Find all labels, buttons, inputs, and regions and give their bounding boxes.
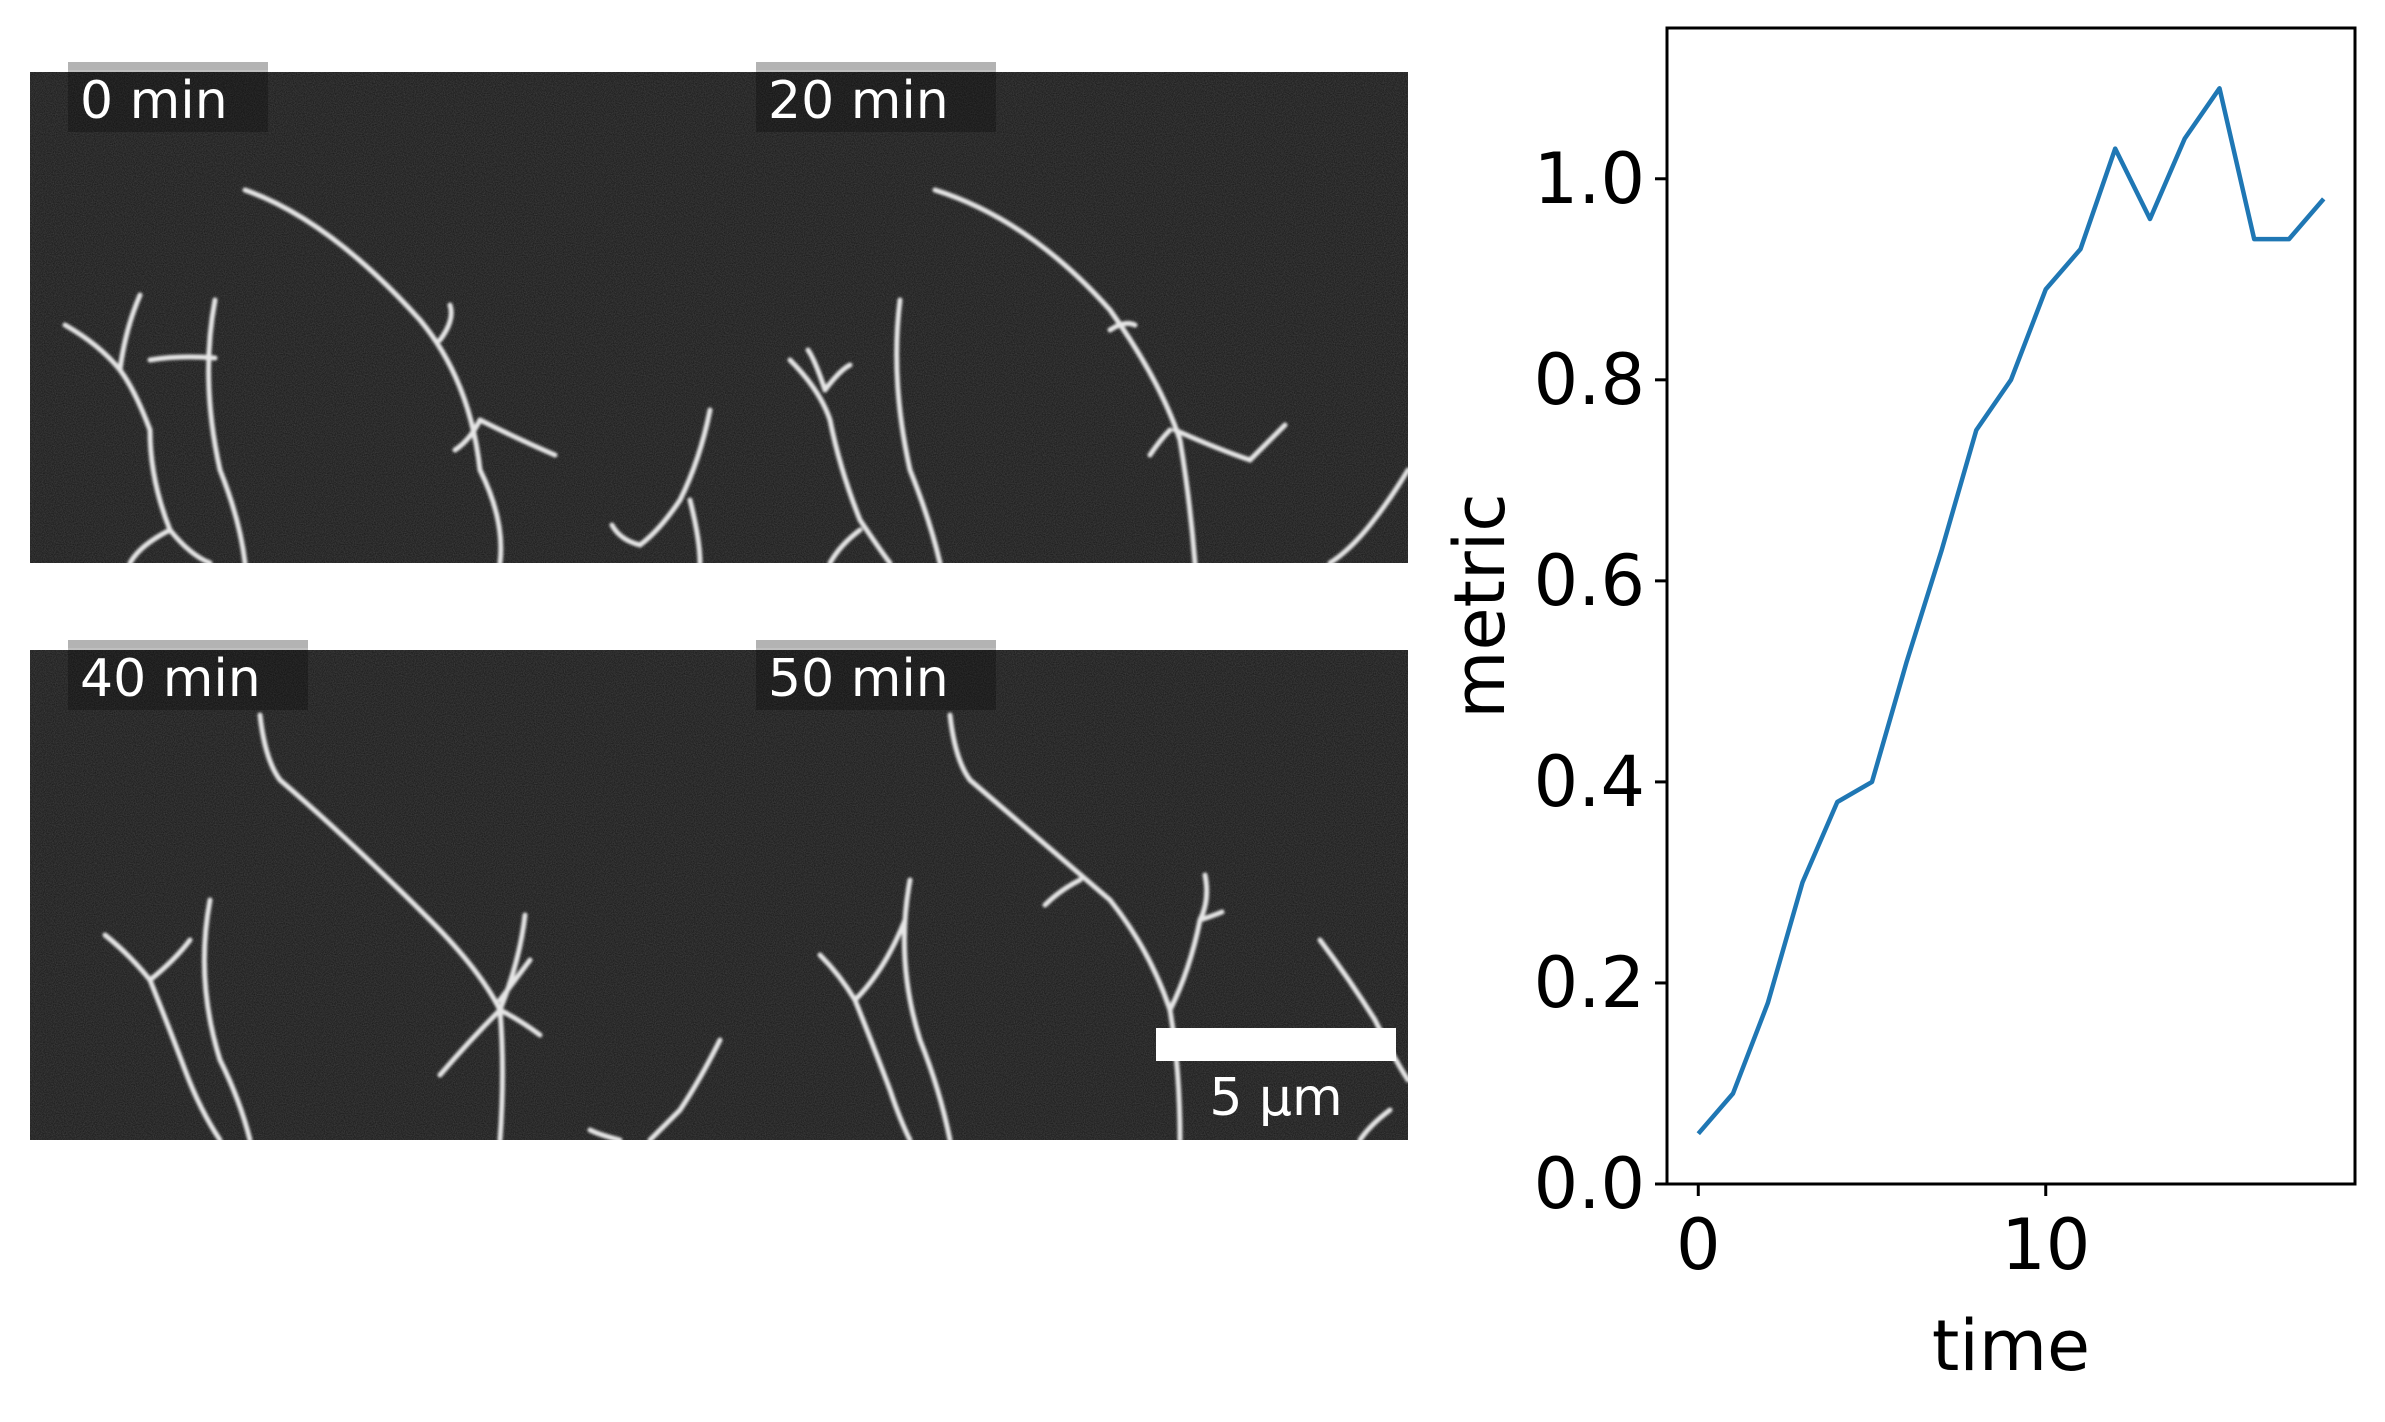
y-tick-label: 0.2 [1534,942,1645,1024]
panel-label-1-text: 20 min [768,71,949,131]
y-tick-label: 0.6 [1534,540,1645,622]
panel-label-0: 0 min [68,62,268,132]
y-tick-label: 0.8 [1534,339,1645,421]
y-tick-label: 0.4 [1534,741,1645,823]
microscopy-images: 0 min 20 min 40 min 50 min 5 µm [30,62,1408,1140]
filaments-20min [787,187,1408,563]
scale-bar-label: 5 µm [1209,1068,1342,1128]
panel-label-2-text: 40 min [80,649,261,709]
series-group [1696,86,2326,1136]
y-tick-label: 1.0 [1534,138,1645,220]
x-tick-label: 0 [1676,1204,1721,1286]
panel-label-1: 20 min [756,62,996,132]
series-line [1696,86,2326,1136]
y-tick-label: 0.0 [1534,1143,1645,1225]
y-axis-label: metric [1439,493,1521,718]
panel-label-3: 50 min [756,640,996,710]
x-axis-label: time [1932,1305,2090,1387]
panel-label-2: 40 min [68,640,308,710]
scale-bar [1156,1028,1396,1061]
panel-label-0-text: 0 min [80,71,228,131]
filaments-40min [102,712,723,1140]
x-tick-label: 10 [2001,1204,2090,1286]
line-chart: 0.0 0.2 0.4 0.6 0.8 1.0 0 10 metric time [1439,26,2357,1387]
x-axis: 0 10 [1676,1184,2090,1286]
plot-frame [1665,26,2357,1186]
panel-label-3-text: 50 min [768,649,949,709]
y-axis: 0.0 0.2 0.4 0.6 0.8 1.0 [1534,138,1667,1225]
filaments-0min [62,187,713,563]
